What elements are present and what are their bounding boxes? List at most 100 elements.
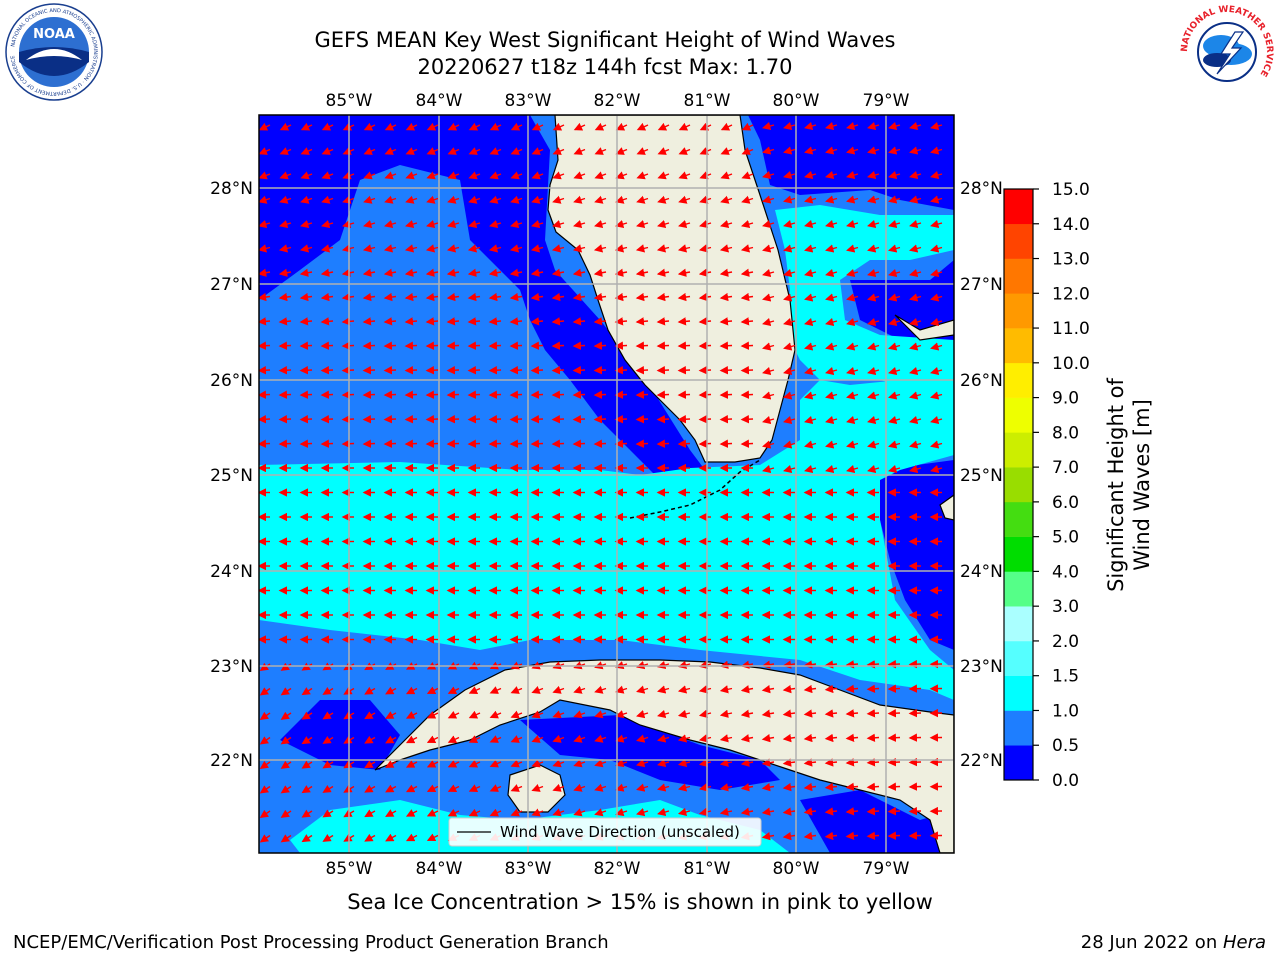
wave-arrow [635, 439, 649, 448]
wave-arrow [509, 390, 523, 399]
wave-arrow [300, 220, 313, 229]
wave-arrow [530, 317, 544, 326]
wave-arrow [909, 244, 922, 253]
wave-arrow [636, 220, 649, 229]
wave-arrow [467, 292, 481, 302]
colorbar-tick-label: 9.0 [1052, 389, 1079, 409]
wave-arrow [404, 292, 418, 302]
wave-arrow [888, 440, 901, 449]
wave-arrow [614, 268, 628, 277]
colorbar-tick-label: 14.0 [1052, 215, 1090, 235]
wave-arrow [322, 760, 334, 769]
colorbar-tick-label: 7.0 [1052, 458, 1079, 478]
wave-arrow [887, 660, 901, 669]
wave-arrow [783, 268, 796, 278]
wave-arrow [636, 783, 649, 792]
wave-arrow [362, 244, 376, 253]
colorbar-tick-label: 1.5 [1052, 667, 1079, 687]
wave-arrow [678, 195, 691, 204]
wave-arrow [510, 759, 523, 768]
wave-arrow [656, 415, 670, 424]
wave-arrow [572, 268, 586, 277]
colorbar-segment [1004, 640, 1033, 676]
wave-arrow [741, 195, 754, 204]
wave-arrow [426, 171, 439, 180]
wave-arrow [299, 244, 313, 253]
colorbar-segment [1004, 710, 1033, 746]
wave-arrow [446, 366, 460, 375]
colorbar-segment [1004, 467, 1033, 503]
wave-arrow [551, 317, 565, 326]
wave-arrow [385, 735, 397, 744]
wave-arrow [426, 735, 439, 744]
wave-arrow [909, 391, 922, 400]
wave-arrow [657, 709, 670, 719]
colorbar-tick-label: 11.0 [1052, 319, 1090, 339]
wave-arrow [699, 171, 712, 180]
wave-arrow [594, 171, 607, 180]
wave-arrow [593, 317, 607, 326]
wave-arrow [278, 268, 292, 277]
wave-arrow [468, 195, 481, 204]
wave-arrow [867, 146, 880, 155]
wave-arrow [930, 342, 943, 351]
wave-arrow [782, 831, 796, 841]
wave-arrow [825, 391, 838, 400]
wave-arrow [405, 686, 418, 695]
wave-arrow [447, 686, 460, 695]
wave-arrow [468, 220, 481, 229]
florida-keys [629, 459, 761, 519]
wave-arrow [279, 122, 292, 131]
colorbar-segment [1004, 189, 1033, 225]
wave-arrow [299, 292, 313, 302]
wave-arrow [594, 710, 607, 719]
wave-arrow [446, 390, 460, 399]
wave-arrow [699, 220, 712, 229]
wave-arrow [509, 317, 523, 326]
wave-arrow [572, 415, 586, 424]
wave-arrow [741, 122, 754, 131]
wave-arrow [930, 293, 943, 302]
wave-arrow [698, 341, 712, 350]
wave-arrow [804, 293, 817, 302]
wave-arrow [887, 733, 901, 742]
wave-arrow [279, 171, 292, 180]
wave-arrow [364, 686, 376, 695]
wave-arrow [761, 807, 775, 816]
wave-arrow [320, 439, 334, 448]
wave-arrow [468, 759, 481, 768]
wave-arrow [572, 366, 586, 375]
wave-arrow [322, 686, 334, 695]
wave-arrow [615, 147, 628, 155]
wave-arrow [866, 831, 880, 840]
lat-label-left: 27°N [210, 275, 253, 295]
wave-arrow [824, 831, 838, 841]
wave-arrow [383, 390, 397, 399]
wave-arrow [719, 415, 733, 424]
footer-date: 28 Jun 2022 on Hera [1081, 932, 1266, 953]
lon-label-top: 80°W [773, 91, 820, 111]
wave-arrow [259, 147, 271, 155]
wave-arrow [762, 317, 775, 327]
wave-arrow [279, 195, 292, 204]
wave-arrow [385, 760, 397, 768]
wave-arrow [468, 122, 481, 131]
wave-arrow [321, 147, 334, 155]
wave-arrow [824, 733, 838, 743]
wave-arrow [572, 390, 586, 399]
wave-arrow [468, 710, 481, 719]
wave-arrow [888, 195, 901, 204]
wave-arrow [299, 366, 313, 375]
wave-arrow [531, 710, 544, 719]
wave-arrow [362, 317, 376, 326]
wave-arrow [364, 784, 376, 793]
wave-arrow [719, 783, 733, 792]
wave-arrow [509, 292, 523, 302]
map-area [259, 115, 954, 853]
wave-arrow [635, 341, 649, 350]
wave-arrow [259, 366, 271, 375]
wave-arrow [593, 415, 607, 424]
axis-labels: 85°W 85°W 84°W 84°W 83°W 83°W 82°W 82°W 81°W 81°W… [210, 91, 1003, 879]
wave-arrow [300, 122, 313, 131]
